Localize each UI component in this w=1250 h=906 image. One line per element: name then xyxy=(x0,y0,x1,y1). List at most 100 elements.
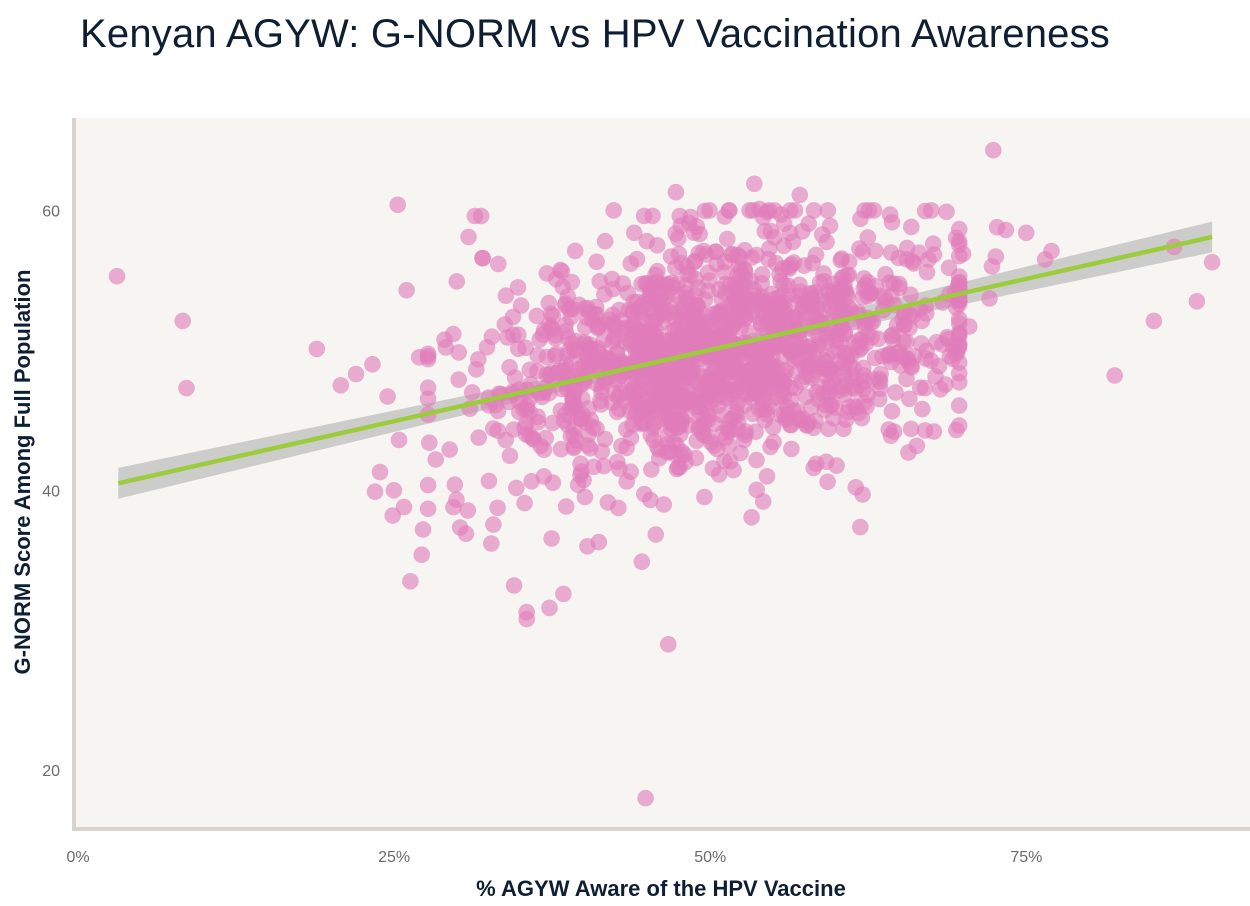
data-point xyxy=(582,356,600,374)
data-point xyxy=(930,357,948,375)
data-point xyxy=(390,431,408,449)
x-tick-label: 75% xyxy=(1010,849,1042,866)
data-point xyxy=(859,229,877,246)
data-point xyxy=(635,311,652,328)
data-point xyxy=(696,488,713,506)
data-point xyxy=(743,509,760,526)
data-point xyxy=(694,318,712,335)
data-point xyxy=(796,294,813,312)
data-point xyxy=(743,249,760,266)
data-point xyxy=(508,479,525,497)
data-point xyxy=(832,251,850,269)
data-point xyxy=(384,507,402,524)
data-point xyxy=(865,202,883,219)
x-tick-labels: 0% 25% 50% 75% xyxy=(66,849,1042,866)
data-point xyxy=(364,356,381,373)
data-point xyxy=(760,250,777,268)
data-point xyxy=(632,405,650,422)
data-point xyxy=(593,378,610,396)
data-point xyxy=(775,406,793,423)
data-point xyxy=(817,453,835,471)
data-point xyxy=(1017,224,1035,242)
data-point xyxy=(871,373,889,391)
data-point xyxy=(791,186,809,204)
data-point xyxy=(735,397,753,414)
data-point xyxy=(862,285,879,302)
data-point xyxy=(734,299,751,316)
data-point xyxy=(541,599,558,617)
data-point xyxy=(887,384,904,401)
data-point xyxy=(410,349,428,366)
data-point xyxy=(474,249,491,267)
data-point xyxy=(635,207,653,225)
data-point xyxy=(537,429,554,447)
data-point xyxy=(774,373,792,391)
data-point xyxy=(863,328,880,346)
data-point xyxy=(413,546,431,563)
data-point xyxy=(902,420,920,438)
data-point xyxy=(582,340,600,358)
data-point xyxy=(898,250,915,268)
data-point xyxy=(807,246,825,264)
data-point xyxy=(803,399,820,416)
data-point xyxy=(490,255,507,273)
data-point xyxy=(448,273,466,290)
data-point xyxy=(720,437,738,454)
data-point xyxy=(483,328,501,346)
data-point xyxy=(694,368,712,385)
y-tick-label: 60 xyxy=(42,203,60,220)
data-point xyxy=(710,466,728,483)
data-point xyxy=(821,217,839,235)
data-point xyxy=(643,461,660,478)
data-point xyxy=(371,463,389,481)
data-point xyxy=(402,573,419,590)
data-point xyxy=(505,421,523,438)
data-point xyxy=(649,438,666,456)
data-point xyxy=(754,209,772,226)
data-point xyxy=(332,377,350,394)
data-point xyxy=(729,348,746,366)
data-point xyxy=(954,245,972,263)
data-point xyxy=(565,389,582,407)
data-point xyxy=(637,789,654,807)
data-point xyxy=(596,430,614,448)
data-point xyxy=(632,337,649,355)
data-point xyxy=(839,288,856,305)
data-point xyxy=(518,610,535,628)
data-point xyxy=(470,429,488,446)
data-point xyxy=(510,340,527,358)
data-point xyxy=(818,233,835,251)
data-point xyxy=(961,318,978,335)
data-point xyxy=(713,406,730,424)
data-point xyxy=(985,141,1002,159)
data-point xyxy=(771,391,789,409)
x-tick-label: 50% xyxy=(694,849,726,866)
data-point xyxy=(483,535,500,552)
data-point xyxy=(656,304,673,321)
data-point xyxy=(441,441,459,458)
data-point xyxy=(663,274,680,292)
data-point xyxy=(460,228,477,246)
data-point xyxy=(450,371,468,388)
trend-line-layer xyxy=(117,234,1213,486)
data-point xyxy=(379,388,396,405)
data-point xyxy=(950,220,968,238)
data-point xyxy=(506,369,524,387)
data-point xyxy=(557,498,575,515)
data-point xyxy=(819,361,837,378)
data-point xyxy=(940,259,958,277)
data-point xyxy=(881,345,898,363)
data-point xyxy=(489,402,507,420)
data-point xyxy=(604,280,622,298)
data-point xyxy=(819,202,837,219)
data-point xyxy=(810,327,827,345)
data-point xyxy=(671,207,688,225)
data-point xyxy=(827,331,845,349)
data-point xyxy=(997,221,1015,239)
data-point xyxy=(540,294,558,312)
data-point xyxy=(628,250,646,268)
data-point xyxy=(535,468,553,485)
data-point xyxy=(948,421,965,439)
data-point xyxy=(854,243,872,261)
data-point xyxy=(543,530,560,547)
